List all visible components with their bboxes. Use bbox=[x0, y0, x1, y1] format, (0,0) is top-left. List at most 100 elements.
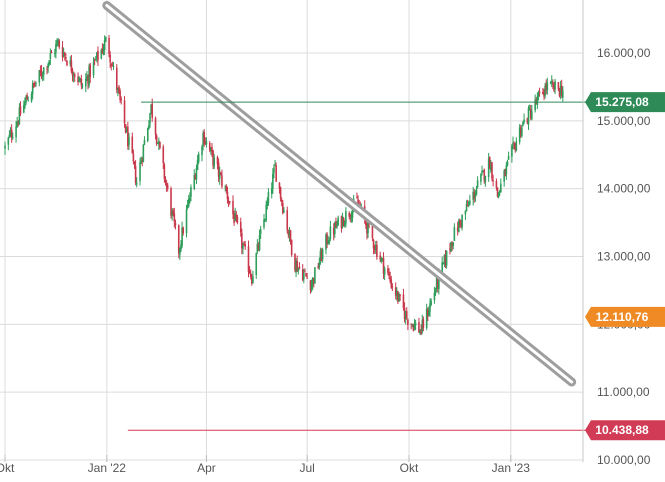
candle-body bbox=[203, 131, 206, 145]
candle-body bbox=[19, 106, 22, 115]
candle-body bbox=[42, 67, 45, 75]
candle-body bbox=[17, 122, 20, 124]
support-badge bbox=[585, 420, 665, 441]
candle-body bbox=[529, 109, 532, 119]
candle-body bbox=[16, 121, 18, 127]
candle-body bbox=[174, 223, 177, 226]
candle-body bbox=[211, 146, 213, 152]
candle-body bbox=[35, 82, 37, 84]
candle-body bbox=[461, 215, 463, 228]
candle-body bbox=[420, 329, 422, 334]
candle-body bbox=[469, 200, 471, 205]
candle-body bbox=[202, 133, 204, 146]
candle-body bbox=[492, 180, 494, 182]
candle-body bbox=[243, 244, 245, 246]
candle-body bbox=[8, 134, 11, 137]
candle-body bbox=[242, 245, 244, 249]
candle-body bbox=[441, 262, 443, 273]
candle-body bbox=[488, 157, 491, 169]
candle-body bbox=[151, 103, 154, 118]
candle-body bbox=[562, 90, 564, 98]
candle-body bbox=[221, 175, 223, 187]
candle-body bbox=[213, 157, 215, 167]
candle-body bbox=[65, 57, 67, 60]
candle-body bbox=[92, 61, 95, 76]
candle-body bbox=[282, 202, 284, 213]
candle-body bbox=[527, 107, 530, 125]
candle-body bbox=[50, 51, 53, 54]
x-tick-label: Jul bbox=[299, 461, 314, 475]
candle-body bbox=[256, 243, 259, 252]
candle-body bbox=[473, 192, 476, 199]
candle-body bbox=[507, 156, 510, 160]
candle-body bbox=[356, 197, 358, 199]
candle-body bbox=[301, 269, 304, 281]
candle-body bbox=[154, 117, 157, 135]
x-tick-label: Okt bbox=[0, 461, 15, 475]
candle-body bbox=[93, 60, 96, 62]
candle-body bbox=[438, 271, 440, 289]
candle-body bbox=[47, 63, 49, 68]
candle-body bbox=[519, 127, 522, 135]
candle-body bbox=[351, 208, 354, 218]
candle-body bbox=[97, 50, 99, 61]
candle-body bbox=[297, 267, 300, 271]
x-axis: Okt Jan '22 Apr Jul Okt Jan '23 bbox=[0, 455, 530, 475]
candle-body bbox=[314, 267, 316, 284]
candle-body bbox=[186, 204, 189, 208]
candle-body bbox=[328, 240, 331, 243]
candle-body bbox=[218, 172, 221, 179]
y-tick-label: 16.000,00 bbox=[597, 46, 651, 60]
candle-body bbox=[227, 200, 230, 202]
candle-body bbox=[515, 141, 518, 151]
candle-body bbox=[383, 268, 386, 275]
candle-body bbox=[9, 130, 12, 136]
candle-body bbox=[182, 227, 184, 234]
candle-body bbox=[120, 99, 123, 101]
candle-body bbox=[472, 191, 474, 200]
candle-body bbox=[244, 243, 246, 247]
candle-body bbox=[185, 209, 188, 234]
candle-body bbox=[177, 225, 180, 254]
candle-body bbox=[190, 187, 192, 197]
candle-body bbox=[557, 82, 560, 90]
candle-body bbox=[490, 164, 492, 171]
candle-body bbox=[283, 210, 285, 213]
candle-body bbox=[450, 242, 452, 252]
candle-body bbox=[321, 249, 324, 260]
candle-body bbox=[24, 101, 26, 107]
candle-body bbox=[407, 319, 409, 325]
candle-body bbox=[418, 321, 420, 333]
candle-body bbox=[158, 140, 160, 145]
candle-body bbox=[483, 169, 486, 181]
candle-body bbox=[396, 290, 398, 296]
candle-body bbox=[133, 161, 136, 165]
candle-body bbox=[373, 247, 376, 250]
candle-body bbox=[410, 323, 412, 325]
candle-body bbox=[134, 166, 137, 183]
candle-body bbox=[96, 52, 98, 59]
candle-body bbox=[193, 175, 196, 190]
candle-body bbox=[181, 227, 183, 246]
candle-body bbox=[201, 146, 203, 156]
candle-body bbox=[298, 266, 301, 269]
candle-body bbox=[522, 122, 524, 126]
candle-body bbox=[123, 100, 126, 124]
candle-body bbox=[57, 39, 59, 43]
candle-body bbox=[319, 250, 322, 264]
candle-body bbox=[109, 54, 111, 63]
support-badge-label: 10.438,88 bbox=[595, 423, 649, 437]
candle-body bbox=[264, 219, 266, 222]
candle-body bbox=[125, 128, 128, 133]
candle-body bbox=[382, 257, 385, 274]
candle-body bbox=[442, 262, 445, 264]
candle-body bbox=[78, 77, 80, 82]
candle-body bbox=[118, 86, 120, 93]
candle-body bbox=[195, 167, 198, 180]
candle-body bbox=[306, 277, 308, 279]
y-tick-label: 10.000,00 bbox=[597, 453, 651, 467]
candle-body bbox=[495, 181, 498, 188]
candle-body bbox=[220, 172, 222, 175]
candle-body bbox=[132, 153, 135, 162]
